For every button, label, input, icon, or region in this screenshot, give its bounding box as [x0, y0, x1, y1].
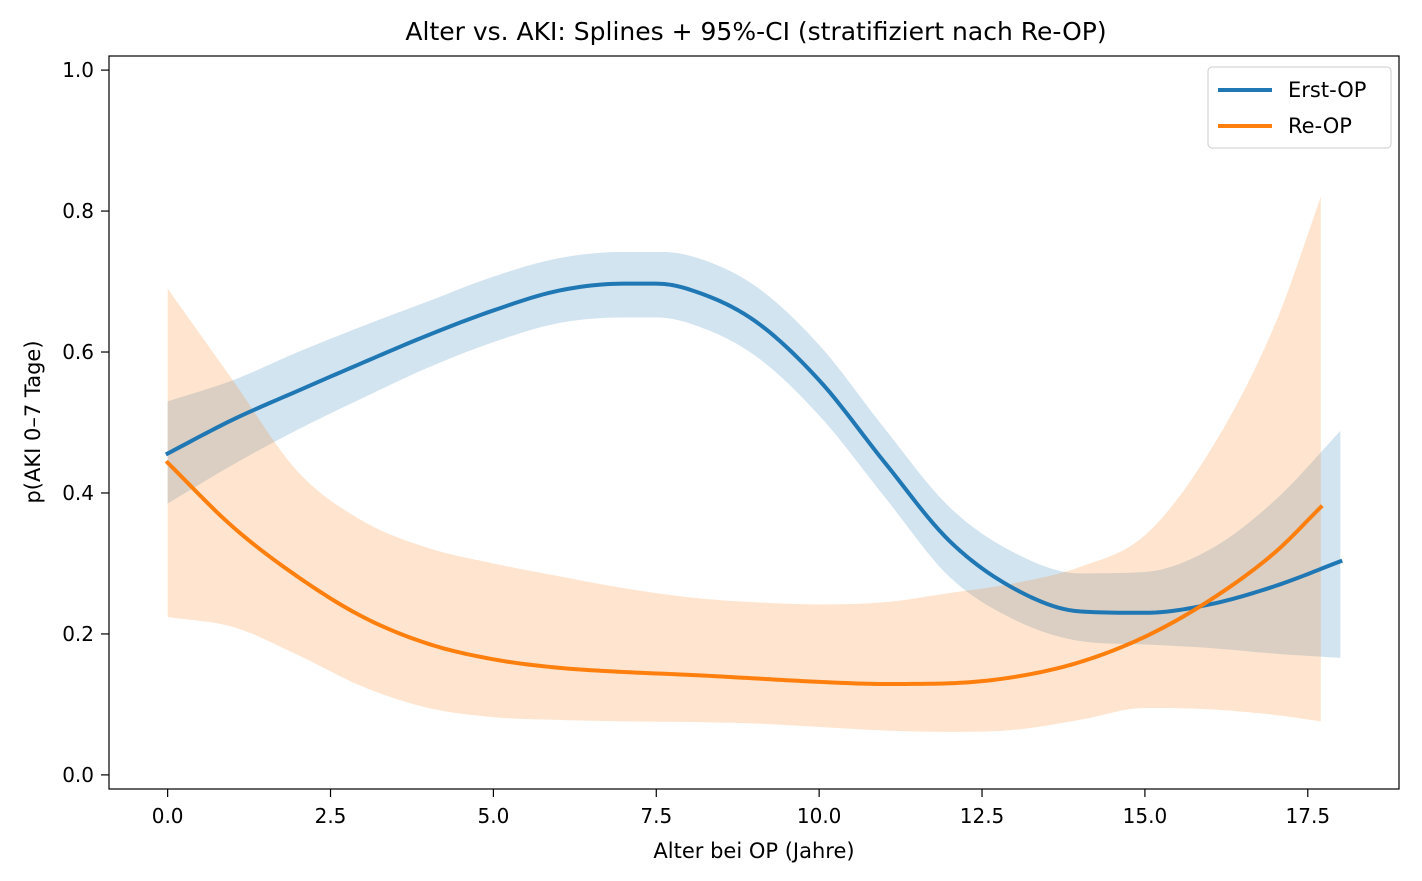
y-tick-label: 0.6	[62, 340, 94, 364]
legend: Erst-OP Re-OP	[1207, 66, 1392, 149]
x-tick-label: 15.0	[1123, 804, 1168, 828]
x-tick-label: 17.5	[1286, 804, 1331, 828]
y-tick-label: 0.8	[62, 199, 94, 223]
x-tick-label: 5.0	[477, 804, 509, 828]
y-tick-label: 0.4	[62, 481, 94, 505]
ci-band-erst-op	[167, 251, 1341, 658]
series-lines	[164, 281, 1343, 686]
series-line-erst-op	[164, 281, 1343, 615]
y-tick-label: 0.0	[62, 763, 94, 787]
x-tick-label: 12.5	[960, 804, 1005, 828]
y-axis-label: p(AKI 0–7 Tage)	[21, 340, 45, 503]
y-axis-ticks: 0.0 0.2 0.4 0.6 0.8 1.0	[62, 58, 109, 787]
x-tick-label: 10.0	[797, 804, 842, 828]
y-tick-label: 1.0	[62, 58, 94, 82]
x-tick-label: 7.5	[640, 804, 672, 828]
plot-area-frame	[108, 55, 1400, 790]
legend-label-re-op: Re-OP	[1288, 114, 1352, 138]
legend-label-erst-op: Erst-OP	[1288, 78, 1366, 102]
y-tick-label: 0.2	[62, 622, 94, 646]
x-tick-label: 0.0	[152, 804, 184, 828]
x-tick-label: 2.5	[315, 804, 347, 828]
x-axis-ticks: 0.0 2.5 5.0 7.5 10.0 12.5 15.0 17.5	[152, 789, 1330, 828]
x-axis-label: Alter bei OP (Jahre)	[653, 839, 854, 863]
chart-title: Alter vs. AKI: Splines + 95%-CI (stratif…	[405, 17, 1106, 46]
series-line-re-op	[164, 459, 1324, 686]
